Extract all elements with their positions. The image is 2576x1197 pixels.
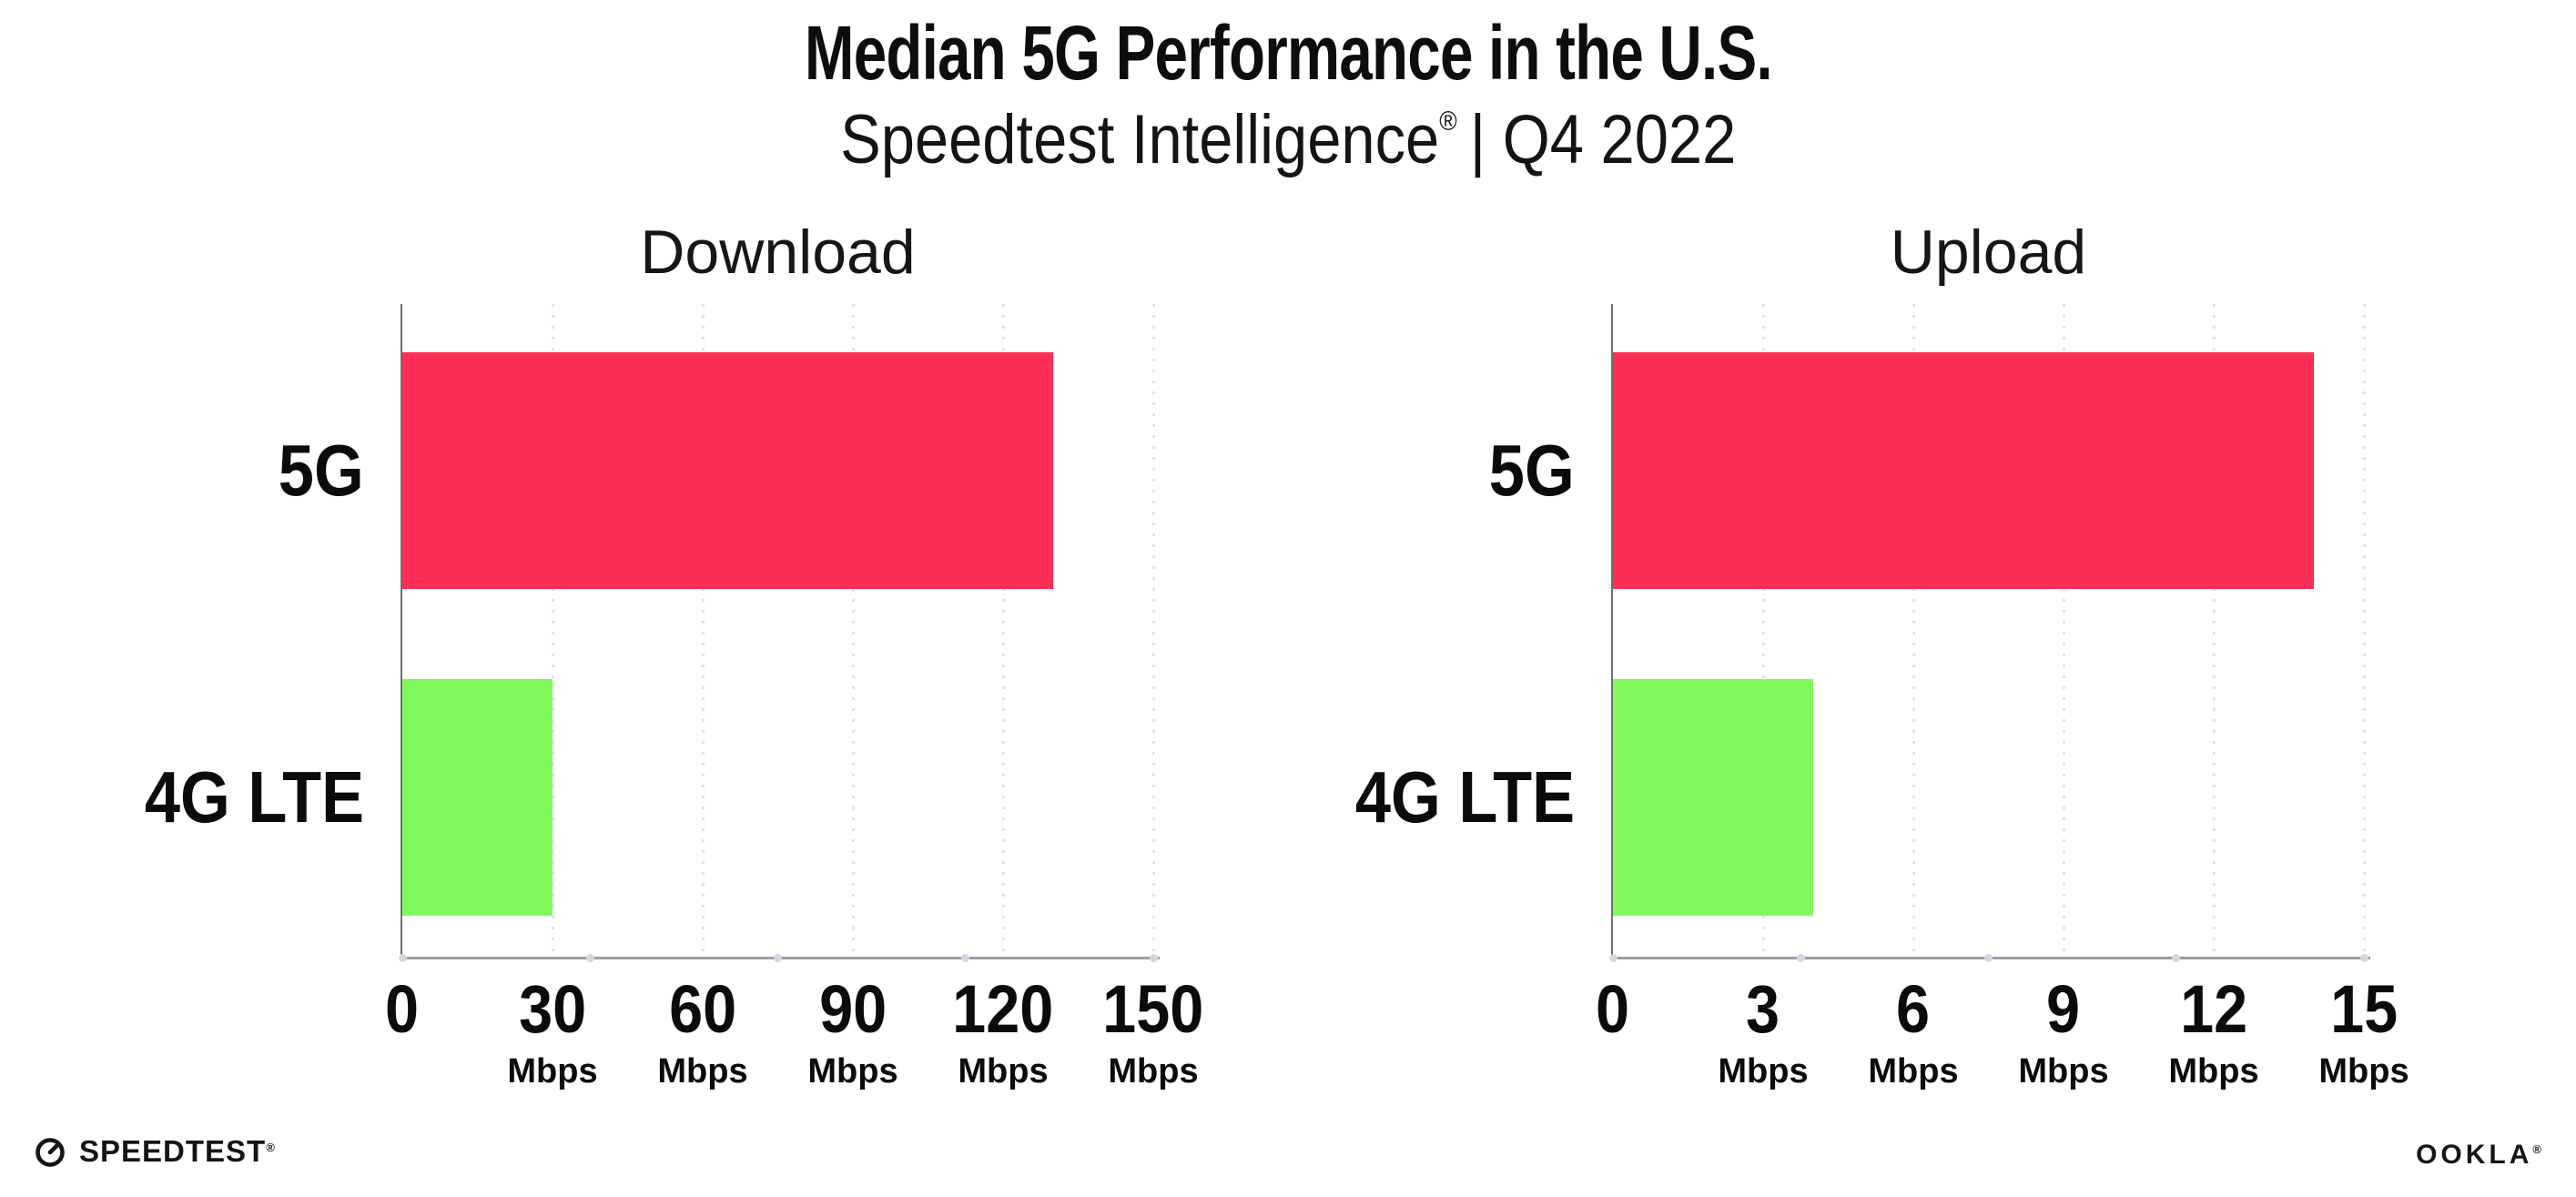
plot-area-download bbox=[398, 304, 1160, 962]
subtitle-brand: Speedtest Intelligence bbox=[839, 101, 1440, 178]
bar-5g bbox=[402, 352, 1053, 589]
tick-label-0: 0 bbox=[1596, 971, 1630, 1047]
axis-quarter-dot bbox=[1796, 954, 1805, 962]
axis-quarter-dot bbox=[1608, 954, 1618, 962]
gridline-30 bbox=[552, 304, 554, 957]
gridline-9 bbox=[2063, 304, 2065, 957]
y-axis-line bbox=[401, 304, 402, 959]
gridline-12 bbox=[2213, 304, 2216, 957]
axis-quarter-dot bbox=[2172, 954, 2181, 962]
axis-quarter-dot bbox=[585, 954, 594, 962]
gridline-90 bbox=[852, 304, 855, 957]
tick-label-120: 120 bbox=[952, 971, 1054, 1047]
tick-unit-12: Mbps bbox=[2168, 1052, 2259, 1090]
registered-mark: ® bbox=[1439, 107, 1457, 137]
page-subtitle: Speedtest Intelligence® | Q4 2022 bbox=[0, 100, 2576, 179]
tick-unit-6: Mbps bbox=[1868, 1052, 1959, 1090]
tick-unit-15: Mbps bbox=[2318, 1052, 2409, 1090]
chart-title-upload: Upload bbox=[1890, 218, 2087, 287]
plot-area-upload bbox=[1608, 304, 2370, 962]
tick-unit-30: Mbps bbox=[507, 1052, 598, 1090]
category-label-4g-lte: 4G LTE bbox=[144, 756, 364, 837]
tick-unit-60: Mbps bbox=[657, 1052, 748, 1090]
speedtest-logo: SPEEDTEST® bbox=[33, 1134, 276, 1169]
page-title-text: Median 5G Performance in the U.S. bbox=[804, 10, 1773, 96]
gridline-15 bbox=[2363, 304, 2366, 957]
axis-quarter-dot bbox=[961, 954, 970, 962]
bar-5g bbox=[1613, 352, 2314, 589]
axis-quarter-dot bbox=[774, 954, 782, 962]
tick-unit-9: Mbps bbox=[2018, 1052, 2109, 1090]
category-label-5g: 5G bbox=[279, 430, 364, 511]
tick-label-60: 60 bbox=[668, 971, 737, 1047]
speedtest-wordmark: SPEEDTEST® bbox=[79, 1134, 276, 1169]
tick-unit-150: Mbps bbox=[1108, 1052, 1199, 1090]
y-axis-line bbox=[1611, 304, 1613, 959]
tick-label-150: 150 bbox=[1102, 971, 1204, 1047]
tick-label-9: 9 bbox=[2046, 971, 2081, 1047]
page-subtitle-text: Speedtest Intelligence® | Q4 2022 bbox=[840, 100, 1736, 179]
gridline-3 bbox=[1762, 304, 1765, 957]
bar-4g-lte bbox=[402, 679, 553, 916]
gridline-120 bbox=[1002, 304, 1005, 957]
tick-unit-120: Mbps bbox=[958, 1052, 1049, 1090]
category-label-4g-lte: 4G LTE bbox=[1354, 756, 1575, 837]
speedtest-gauge-icon bbox=[35, 1138, 65, 1167]
tick-label-3: 3 bbox=[1746, 971, 1780, 1047]
axis-quarter-dot bbox=[398, 954, 407, 962]
chart-upload: Upload 5G 4G LTE 0 3 Mbps 6 Mbps 9 Mbps 12 Mbps 15 M… bbox=[1355, 0, 2409, 1197]
tick-label-12: 12 bbox=[2179, 971, 2248, 1047]
ookla-logo: OOKLA® bbox=[2416, 1140, 2545, 1171]
ookla-registered-mark: ® bbox=[2532, 1142, 2545, 1156]
axis-quarter-dot bbox=[2359, 954, 2368, 962]
speedtest-label: SPEEDTEST bbox=[79, 1134, 267, 1168]
page-title: Median 5G Performance in the U.S. bbox=[0, 9, 2576, 97]
chart-download: Download 5G 4G LTE 0 30 Mbps 60 Mbps 90 Mbps 120 M… bbox=[145, 0, 1204, 1197]
subtitle-period: | Q4 2022 bbox=[1469, 101, 1737, 178]
gridline-60 bbox=[702, 304, 705, 957]
speedtest-registered-mark: ® bbox=[266, 1141, 276, 1154]
gridline-150 bbox=[1152, 304, 1155, 957]
gridline-6 bbox=[1912, 304, 1915, 957]
tick-label-90: 90 bbox=[818, 971, 887, 1047]
tick-unit-90: Mbps bbox=[807, 1052, 898, 1090]
ookla-label: OOKLA bbox=[2416, 1140, 2533, 1170]
tick-label-0: 0 bbox=[385, 971, 420, 1047]
tick-unit-3: Mbps bbox=[1718, 1052, 1809, 1090]
tick-label-6: 6 bbox=[1896, 971, 1931, 1047]
axis-quarter-dot bbox=[1984, 954, 1993, 962]
tick-label-15: 15 bbox=[2329, 971, 2399, 1047]
bar-4g-lte bbox=[1613, 679, 1813, 916]
axis-quarter-dot bbox=[1149, 954, 1158, 962]
chart-title-download: Download bbox=[640, 218, 916, 287]
tick-label-30: 30 bbox=[518, 971, 587, 1047]
category-label-5g: 5G bbox=[1489, 430, 1575, 511]
